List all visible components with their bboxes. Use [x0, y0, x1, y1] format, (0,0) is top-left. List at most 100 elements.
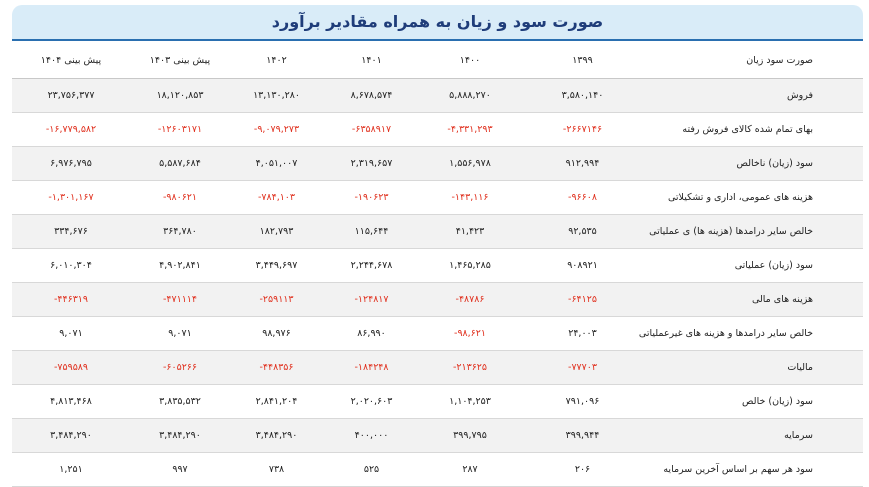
cell-value: ۵۲۵: [323, 452, 420, 487]
cell-value: -۲۵۹۱۱۳: [230, 282, 323, 317]
table-row: مالیات -۷۷۷۰۳ -۲۱۳۶۲۵ -۱۸۴۲۴۸ -۴۴۸۳۵۶ -۶۰۵۲۶۶…: [12, 350, 863, 385]
cell-value: -۱۹۰۶۲۳: [323, 180, 420, 215]
cell-value: -۱,۳۰۱,۱۶۷: [12, 180, 130, 215]
cell-value: ۴,۸۱۳,۴۶۸: [12, 384, 130, 419]
cell-value: -۴۸۷۸۶: [420, 282, 520, 317]
title: صورت سود و زیان به همراه مقادیر برآورد: [12, 5, 863, 41]
cell-value: -۹۶۶۰۸: [520, 180, 645, 215]
cell-value: ۳۹۹,۹۴۴: [520, 418, 645, 453]
table-row: خالص سایر درامدها (هزینه ها) ی عملیاتی ۹۲…: [12, 214, 863, 249]
cell-value: ۷۳۸: [230, 452, 323, 487]
cell-value: ۱۸۲,۷۹۳: [230, 214, 323, 249]
table-row: سود (زیان) ناخالص ۹۱۲,۹۹۴ ۱,۵۵۶,۹۷۸ ۲,۳۱۹,۶…: [12, 146, 863, 181]
cell-value: ۴,۹۰۲,۸۴۱: [130, 248, 230, 283]
cell-value: ۳۳۴,۶۷۶: [12, 214, 130, 249]
column-header: ۱۴۰۲: [230, 42, 323, 79]
table-row: فروش ۳,۵۸۰,۱۴۰ ۵,۸۸۸,۲۷۰ ۸,۶۷۸,۵۷۴ ۱۳,۱۳۰,۲۸…: [12, 78, 863, 113]
cell-value: -۷۷۷۰۳: [520, 350, 645, 385]
row-label: خالص سایر درامدها (هزینه ها) ی عملیاتی: [645, 214, 863, 249]
table-row: سود هر سهم بر اساس آخرین سرمایه ۲۰۶ ۲۸۷ ۵۲۵…: [12, 452, 863, 487]
cell-value: ۱,۴۶۵,۲۸۵: [420, 248, 520, 283]
cell-value: ۶,۹۷۶,۷۹۵: [12, 146, 130, 181]
cell-value: -۹۸,۶۲۱: [420, 316, 520, 351]
cell-value: ۳,۵۸۰,۱۴۰: [520, 78, 645, 113]
cell-value: ۴۰۰,۰۰۰: [323, 418, 420, 453]
cell-value: ۹۸,۹۷۶: [230, 316, 323, 351]
cell-value: -۷۸۴,۱۰۳: [230, 180, 323, 215]
cell-value: -۹۸۰۶۲۱: [130, 180, 230, 215]
cell-value: -۴۷۱۱۱۴: [130, 282, 230, 317]
cell-value: -۶۴۱۲۵: [520, 282, 645, 317]
cell-value: -۱۴۳,۱۱۶: [420, 180, 520, 215]
income-table: صورت سود زیان ۱۳۹۹ ۱۴۰۰ ۱۴۰۱ ۱۴۰۲ پیش بینی ۱۴…: [12, 42, 863, 487]
row-label: مالیات: [645, 350, 863, 385]
cell-value: -۲۱۳۶۲۵: [420, 350, 520, 385]
cell-value: ۱,۱۰۴,۲۵۳: [420, 384, 520, 419]
cell-value: -۴,۳۳۱,۲۹۳: [420, 112, 520, 147]
column-header: ۱۴۰۱: [323, 42, 420, 79]
cell-value: ۵,۵۸۷,۶۸۴: [130, 146, 230, 181]
cell-value: ۲۴,۰۰۳: [520, 316, 645, 351]
row-label: سود هر سهم بر اساس آخرین سرمایه: [645, 452, 863, 487]
cell-value: -۴۴۶۳۱۹: [12, 282, 130, 317]
table-row: هزینه های مالی -۶۴۱۲۵ -۴۸۷۸۶ -۱۲۴۸۱۷ -۲۵۹۱۱۳…: [12, 282, 863, 317]
table-row: هزینه های عمومی، اداری و تشکیلاتی -۹۶۶۰۸-…: [12, 180, 863, 215]
cell-value: ۳۹۹,۷۹۵: [420, 418, 520, 453]
column-header: ۱۳۹۹: [520, 42, 645, 79]
cell-value: ۷۹۱,۰۹۶: [520, 384, 645, 419]
cell-value: ۲,۲۴۴,۶۷۸: [323, 248, 420, 283]
cell-value: -۹,۰۷۹,۲۷۳: [230, 112, 323, 147]
cell-value: ۵,۸۸۸,۲۷۰: [420, 78, 520, 113]
cell-value: ۴۱,۴۲۳: [420, 214, 520, 249]
cell-value: ۱۳,۱۳۰,۲۸۰: [230, 78, 323, 113]
header-row: صورت سود زیان ۱۳۹۹ ۱۴۰۰ ۱۴۰۱ ۱۴۰۲ پیش بینی ۱۴…: [12, 42, 863, 79]
cell-value: ۳,۴۴۹,۶۹۷: [230, 248, 323, 283]
cell-value: ۳۶۴,۷۸۰: [130, 214, 230, 249]
cell-value: -۱۲۶۰۳۱۷۱: [130, 112, 230, 147]
cell-value: ۳,۴۸۴,۲۹۰: [12, 418, 130, 453]
cell-value: ۲۳,۷۵۶,۳۷۷: [12, 78, 130, 113]
cell-value: ۹۰۸۹۲۱: [520, 248, 645, 283]
cell-value: -۶۰۵۲۶۶: [130, 350, 230, 385]
cell-value: -۴۴۸۳۵۶: [230, 350, 323, 385]
cell-value: ۳,۴۸۴,۲۹۰: [230, 418, 323, 453]
cell-value: ۲,۳۱۹,۶۵۷: [323, 146, 420, 181]
row-label: سود (زیان) عملیاتی: [645, 248, 863, 283]
cell-value: ۸,۶۷۸,۵۷۴: [323, 78, 420, 113]
row-label: خالص سایر درامدها و هزینه های غیرعملیاتی: [639, 316, 863, 351]
cell-value: ۲,۸۴۱,۲۰۴: [230, 384, 323, 419]
column-header: پیش بینی ۱۴۰۴: [12, 42, 130, 79]
cell-value: ۸۶,۹۹۰: [323, 316, 420, 351]
table-row: بهای تمام شده کالای فروش رفته -۲۶۶۷۱۴۶ -۴,…: [12, 112, 863, 147]
cell-value: ۹۱۲,۹۹۴: [520, 146, 645, 181]
row-label: سود (زیان) ناخالص: [645, 146, 863, 181]
cell-value: -۶۳۵۸۹۱۷: [323, 112, 420, 147]
row-label: سرمایه: [645, 418, 863, 453]
cell-value: -۱۶,۷۷۹,۵۸۲: [12, 112, 130, 147]
column-header: صورت سود زیان: [645, 42, 863, 79]
table-row: خالص سایر درامدها و هزینه های غیرعملیاتی…: [12, 316, 863, 351]
row-label: هزینه های عمومی، اداری و تشکیلاتی: [645, 180, 863, 215]
column-header: ۱۴۰۰: [420, 42, 520, 79]
cell-value: ۶,۰۱۰,۳۰۴: [12, 248, 130, 283]
table-row: سود (زیان) عملیاتی ۹۰۸۹۲۱ ۱,۴۶۵,۲۸۵ ۲,۲۴۴,۶…: [12, 248, 863, 283]
table-row: سرمایه ۳۹۹,۹۴۴ ۳۹۹,۷۹۵ ۴۰۰,۰۰۰ ۳,۴۸۴,۲۹۰ ۳,۴۸…: [12, 418, 863, 453]
cell-value: -۱۸۴۲۴۸: [323, 350, 420, 385]
cell-value: ۹۹۷: [130, 452, 230, 487]
row-label: سود (زیان) خالص: [645, 384, 863, 419]
cell-value: -۲۶۶۷۱۴۶: [520, 112, 645, 147]
cell-value: ۹,۰۷۱: [130, 316, 230, 351]
cell-value: ۱,۵۵۶,۹۷۸: [420, 146, 520, 181]
cell-value: ۲۰۶: [520, 452, 645, 487]
column-header: پیش بینی ۱۴۰۳: [130, 42, 230, 79]
cell-value: ۲,۰۲۰,۶۰۳: [323, 384, 420, 419]
row-label: هزینه های مالی: [645, 282, 863, 317]
table-row: سود (زیان) خالص ۷۹۱,۰۹۶ ۱,۱۰۴,۲۵۳ ۲,۰۲۰,۶۰۳…: [12, 384, 863, 419]
cell-value: ۱۱۵,۶۴۴: [323, 214, 420, 249]
cell-value: ۲۸۷: [420, 452, 520, 487]
row-label: بهای تمام شده کالای فروش رفته: [645, 112, 863, 147]
cell-value: ۴,۰۵۱,۰۰۷: [230, 146, 323, 181]
row-label: فروش: [645, 78, 863, 113]
cell-value: ۹,۰۷۱: [12, 316, 130, 351]
